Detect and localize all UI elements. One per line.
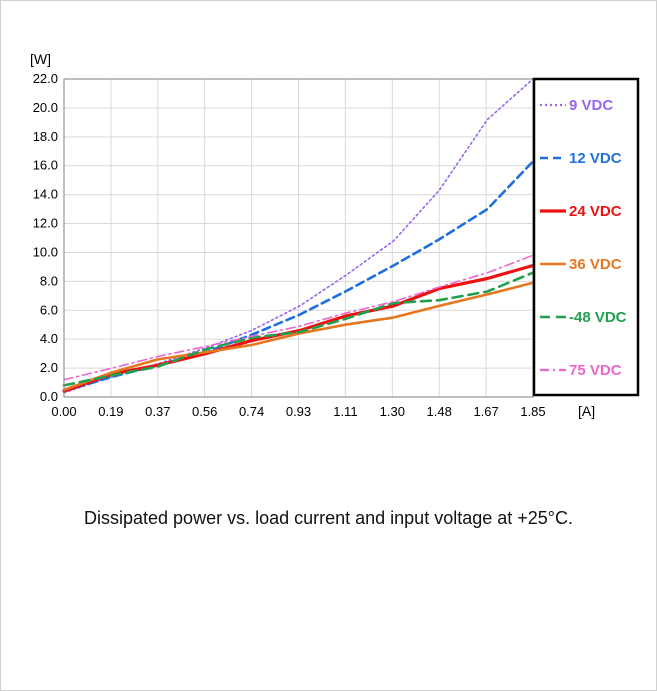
x-tick-label: 0.93 bbox=[286, 404, 311, 419]
series-line-24-vdc bbox=[62, 263, 535, 393]
legend-label-12-vdc: 12 VDC bbox=[569, 150, 622, 167]
x-tick-label: 1.48 bbox=[427, 404, 452, 419]
y-tick-label: 12.0 bbox=[33, 216, 58, 231]
y-tick-label: 10.0 bbox=[33, 244, 58, 259]
x-tick-label: 1.67 bbox=[473, 404, 498, 419]
x-tick-label: 0.74 bbox=[239, 404, 264, 419]
y-tick-label: 6.0 bbox=[40, 302, 58, 317]
legend-label-24-vdc: 24 VDC bbox=[569, 203, 622, 220]
dissipated-power-chart: 0.0 2.0 4.0 6.0 8.0 10.0 12.0 14.0 16.0 18.0 20.0 2… bbox=[30, 51, 640, 419]
series-lines bbox=[62, 78, 535, 394]
x-tick-label: 0.56 bbox=[192, 404, 217, 419]
grid-lines bbox=[63, 78, 534, 398]
y-tick-label: 8.0 bbox=[40, 273, 58, 288]
series-line-75-vdc bbox=[63, 254, 534, 381]
x-tick-label: 1.30 bbox=[380, 404, 405, 419]
y-axis-ticks: 0.0 2.0 4.0 6.0 8.0 10.0 12.0 14.0 16.0 18.0 20.0 2… bbox=[33, 71, 58, 404]
y-tick-label: 0.0 bbox=[40, 389, 58, 404]
y-axis-unit-label: [W] bbox=[30, 51, 51, 67]
y-tick-label: 14.0 bbox=[33, 187, 58, 202]
y-tick-label: 16.0 bbox=[33, 158, 58, 173]
x-axis-unit-label: [A] bbox=[578, 403, 595, 419]
x-tick-label: 0.00 bbox=[51, 404, 76, 419]
x-axis-ticks: 0.00 0.19 0.37 0.56 0.74 0.93 1.11 1.30 1.48 1.67… bbox=[51, 404, 545, 419]
legend-label-75-vdc: 75 VDC bbox=[569, 362, 622, 379]
legend-label-9-vdc: 9 VDC bbox=[569, 97, 613, 114]
legend-box bbox=[532, 77, 640, 397]
x-tick-label: 0.37 bbox=[145, 404, 170, 419]
y-tick-label: 20.0 bbox=[33, 100, 58, 115]
y-tick-label: 22.0 bbox=[33, 71, 58, 86]
x-tick-label: 1.11 bbox=[333, 404, 357, 419]
y-tick-label: 2.0 bbox=[40, 360, 58, 375]
y-tick-label: 4.0 bbox=[40, 331, 58, 346]
x-tick-label: 0.19 bbox=[98, 404, 123, 419]
legend: 9 VDC 12 VDC 24 VDC 36 VDC -48 VDC 75 VDC bbox=[532, 77, 640, 397]
series-line-36-vdc bbox=[62, 281, 535, 392]
legend-label-48-vdc: -48 VDC bbox=[569, 309, 627, 326]
legend-label-36-vdc: 36 VDC bbox=[569, 256, 622, 273]
series-line-48-vdc bbox=[62, 271, 535, 387]
x-tick-label: 1.85 bbox=[520, 404, 545, 419]
figure-caption: Dissipated power vs. load current and in… bbox=[84, 508, 573, 528]
y-tick-label: 18.0 bbox=[33, 129, 58, 144]
